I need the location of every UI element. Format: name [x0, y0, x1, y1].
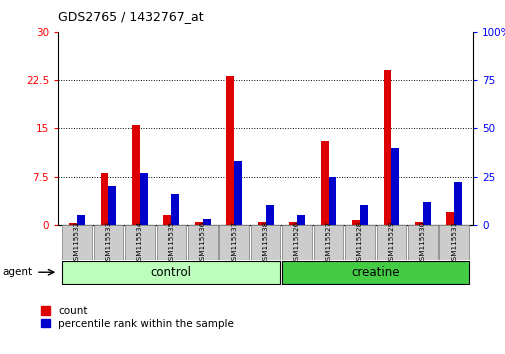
Text: GSM115531: GSM115531 [450, 220, 457, 265]
Bar [108, 186, 116, 225]
Bar [234, 161, 241, 225]
Bar [69, 223, 77, 225]
Bar [77, 215, 85, 225]
Text: agent: agent [3, 267, 33, 277]
Text: GSM115530: GSM115530 [419, 220, 425, 265]
FancyBboxPatch shape [282, 225, 311, 260]
Legend: count, percentile rank within the sample: count, percentile rank within the sample [40, 306, 234, 329]
Bar [100, 173, 108, 225]
Text: GSM115534: GSM115534 [137, 220, 142, 265]
Bar [226, 76, 234, 225]
Text: GSM115533: GSM115533 [105, 220, 111, 265]
Bar [265, 205, 273, 225]
Bar [445, 212, 453, 225]
Text: GSM115528: GSM115528 [356, 220, 362, 265]
Bar [296, 215, 305, 225]
Text: GSM115535: GSM115535 [168, 220, 174, 265]
Bar [422, 202, 430, 225]
Bar [328, 177, 336, 225]
Bar [383, 70, 390, 225]
Text: GSM115537: GSM115537 [231, 220, 237, 265]
FancyBboxPatch shape [125, 225, 155, 260]
Text: GSM115532: GSM115532 [74, 220, 80, 265]
Text: GDS2765 / 1432767_at: GDS2765 / 1432767_at [58, 10, 204, 23]
Text: GSM115529: GSM115529 [388, 220, 393, 265]
FancyBboxPatch shape [62, 225, 91, 260]
Bar [194, 222, 203, 225]
Bar [320, 141, 328, 225]
FancyBboxPatch shape [344, 225, 374, 260]
FancyBboxPatch shape [313, 225, 342, 260]
Bar [171, 194, 179, 225]
Bar [359, 205, 367, 225]
Bar [351, 219, 359, 225]
FancyBboxPatch shape [407, 225, 437, 260]
Text: GSM115526: GSM115526 [293, 220, 299, 265]
Text: GSM115536: GSM115536 [199, 220, 206, 265]
FancyBboxPatch shape [439, 225, 468, 260]
Bar [132, 125, 140, 225]
Bar [140, 173, 147, 225]
Text: creatine: creatine [350, 266, 399, 279]
FancyBboxPatch shape [93, 225, 123, 260]
Bar [203, 219, 210, 225]
FancyBboxPatch shape [250, 225, 280, 260]
FancyBboxPatch shape [156, 225, 186, 260]
Text: GSM115527: GSM115527 [325, 220, 331, 265]
Text: control: control [150, 266, 191, 279]
Bar [257, 222, 265, 225]
FancyBboxPatch shape [282, 261, 468, 284]
FancyBboxPatch shape [188, 225, 217, 260]
Bar [289, 222, 296, 225]
Text: GSM115538: GSM115538 [262, 220, 268, 265]
Bar [163, 215, 171, 225]
FancyBboxPatch shape [376, 225, 406, 260]
Bar [453, 182, 461, 225]
FancyBboxPatch shape [219, 225, 248, 260]
Bar [414, 222, 422, 225]
Bar [390, 148, 398, 225]
FancyBboxPatch shape [62, 261, 280, 284]
